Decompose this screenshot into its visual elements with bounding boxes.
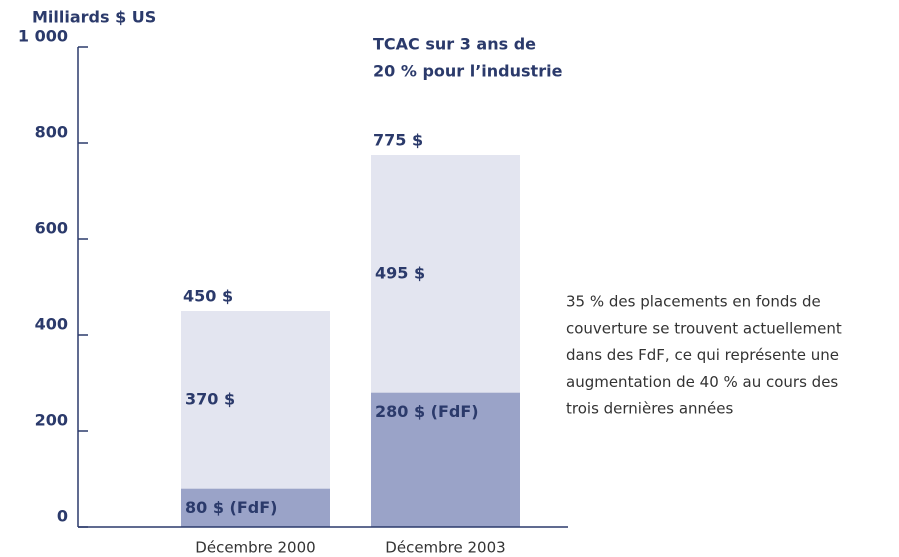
- value-label: 495 $: [375, 263, 425, 282]
- y-tick-label: 400: [35, 315, 68, 334]
- y-tick-label: 1 000: [18, 27, 68, 46]
- bar-segment: [181, 488, 330, 527]
- note: couverture se trouvent actuellement: [566, 319, 842, 337]
- x-tick-label: Décembre 2000: [195, 539, 315, 557]
- note: trois dernières années: [566, 400, 734, 418]
- annotation: TCAC sur 3 ans de: [373, 35, 536, 54]
- note: dans des FdF, ce qui représente une: [566, 346, 839, 364]
- y-tick-label: 800: [35, 123, 68, 142]
- y-axis-label: Milliards $ US: [32, 8, 156, 27]
- value-label: 370 $: [185, 389, 235, 408]
- bar-segment: [371, 155, 520, 393]
- y-tick-label: 200: [35, 411, 68, 430]
- note: augmentation de 40 % au cours des: [566, 373, 838, 391]
- annotation: 20 % pour l’industrie: [373, 62, 563, 81]
- y-tick-label: 0: [57, 507, 68, 526]
- bar-segment: [371, 392, 520, 527]
- note: 35 % des placements en fonds de: [566, 293, 821, 311]
- total-label: 775 $: [373, 131, 423, 150]
- total-label: 450 $: [183, 287, 233, 306]
- value-label: 280 $ (FdF): [375, 402, 479, 421]
- y-tick-label: 600: [35, 219, 68, 238]
- bar-segment: [181, 311, 330, 489]
- value-label: 80 $ (FdF): [185, 498, 277, 517]
- x-tick-label: Décembre 2003: [385, 539, 505, 557]
